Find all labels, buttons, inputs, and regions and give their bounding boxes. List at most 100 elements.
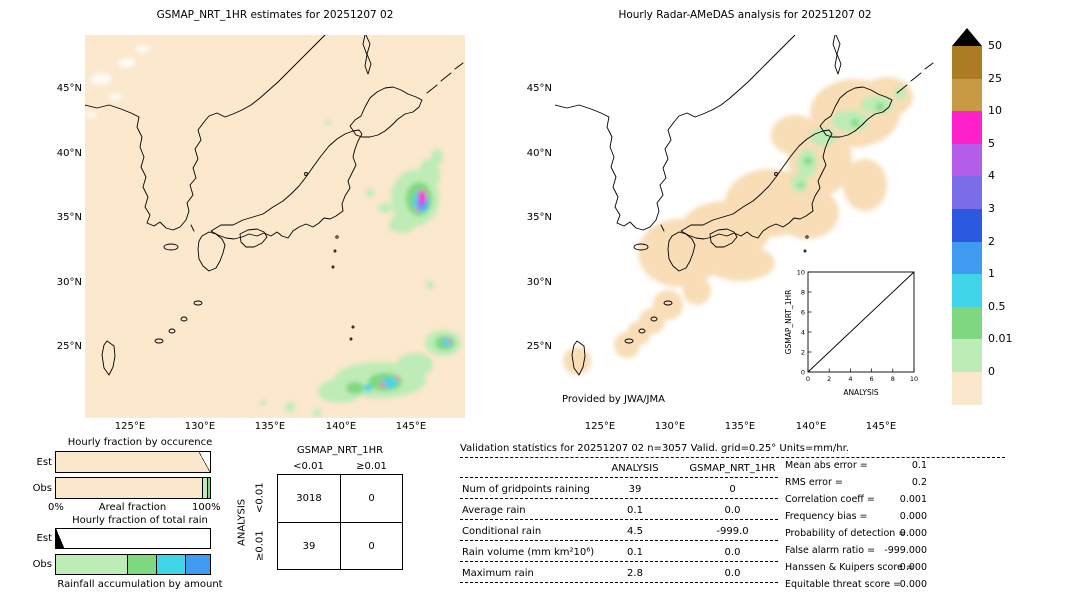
score-value: 0.000	[899, 511, 927, 522]
contingency-col-label-lt: <0.01	[293, 461, 324, 472]
score-value: 0.000	[899, 562, 927, 573]
totalrain-chart-footer: Rainfall accumulation by amount	[57, 579, 223, 590]
contingency-grid: 3018 0 39 0	[277, 474, 403, 570]
score-label: Correlation coeff =	[785, 494, 875, 505]
lon-tick-label: 125°E	[584, 421, 616, 432]
validation-analysis-value: 0.1	[627, 547, 643, 558]
score-label: Frequency bias =	[785, 511, 868, 522]
validation-title: Validation statistics for 20251207 02 n=…	[460, 443, 849, 454]
inset-diagonal-line	[807, 271, 915, 373]
right-map: 00 2 2 4 4 6 6 8 8 10 10 ANALYSIS GSMAP_NRT_1HR	[555, 35, 935, 418]
bar-segment	[56, 529, 64, 548]
validation-analysis-value: 0.1	[627, 505, 643, 516]
validation-row-label: Conditional rain	[462, 526, 542, 537]
inset-x-tick-label: 4	[848, 375, 852, 383]
bar-segment	[185, 555, 210, 574]
inset-y-tick-label: 4	[801, 329, 805, 337]
inset-y-tick-label: 6	[801, 309, 805, 317]
contingency-col-label-ge: ≥0.01	[356, 461, 387, 472]
inset-y-tick-label: 10	[797, 269, 805, 277]
lon-tick-label: 130°E	[654, 421, 686, 432]
totalrain-obs-label: Obs	[32, 559, 52, 570]
colorbar-tick-label: 3	[988, 202, 995, 215]
validation-analysis-value: 2.8	[627, 568, 643, 579]
colorbar-overflow-triangle	[952, 28, 982, 46]
colorbar-segment	[952, 274, 982, 307]
divider	[460, 582, 778, 583]
colorbar-tick-label: 0.01	[988, 332, 1013, 346]
occurrence-axis-label: Areal fraction	[98, 502, 167, 513]
bar-segment	[56, 478, 203, 498]
right-map-title: Hourly Radar-AMeDAS analysis for 2025120…	[618, 9, 872, 21]
totalrain-chart-title: Hourly fraction of total rain	[72, 515, 208, 526]
score-value: 0.000	[899, 579, 927, 590]
score-label: Hanssen & Kuipers score =	[785, 562, 914, 573]
lon-tick-label: 130°E	[184, 421, 216, 432]
colorbar-labels: 50 25 10 5 4 3 2 1 0.5 0.01 0	[988, 39, 1028, 386]
totalrain-obs-bar	[55, 554, 211, 575]
score-line: Frequency bias = 0.000	[785, 511, 927, 524]
contingency-table: GSMAP_NRT_1HR <0.01 ≥0.01 ANALYSIS <0.01…	[235, 443, 405, 578]
totalrain-est-label: Est	[36, 533, 52, 544]
occurrence-est-bar	[55, 451, 211, 473]
lon-tick-label: 140°E	[325, 421, 357, 432]
lat-tick-label: 35°N	[526, 212, 552, 223]
inset-x-tick-label: 2	[827, 375, 831, 383]
bar-segment	[199, 452, 210, 472]
colorbar-tick-label: 25	[988, 71, 1002, 85]
colorbar-tick-label: 0	[988, 365, 995, 378]
score-value: 0.2	[911, 477, 927, 488]
validation-col-header-gsmap: GSMAP_NRT_1HR	[689, 463, 776, 474]
score-value: 0.1	[911, 460, 927, 471]
validation-row: Num of gridpoints raining 39 0	[460, 484, 790, 498]
divider	[460, 498, 778, 499]
lat-tick-label: 40°N	[56, 148, 82, 159]
validation-row: Rain volume (mm km²10⁶) 0.1 0.0	[460, 547, 790, 561]
lat-tick-label: 45°N	[526, 83, 552, 94]
bar-segment	[56, 452, 200, 472]
colorbar-tick-label: 0.5	[988, 299, 1006, 313]
validation-gsmap-value: -999.0	[716, 526, 749, 537]
inset-x-tick-label: 10	[910, 375, 918, 383]
contingency-cell: 0	[340, 475, 402, 522]
colorbar-tick-label: 4	[988, 169, 995, 183]
divider	[460, 561, 778, 562]
bar-segment	[206, 478, 210, 498]
occurrence-est-label: Est	[36, 457, 52, 468]
occurrence-chart-title: Hourly fraction by occurence	[67, 437, 213, 448]
validation-gsmap-value: 0.0	[724, 505, 741, 516]
contingency-row-label-lt: <0.01	[254, 482, 266, 514]
score-label: RMS error =	[785, 477, 843, 488]
colorbar	[952, 28, 982, 405]
lon-tick-label: 135°E	[724, 421, 756, 432]
divider	[460, 540, 778, 541]
lat-tick-label: 40°N	[526, 148, 552, 159]
validation-gsmap-value: 0.0	[724, 568, 741, 579]
inset-x-tick-label: 8	[891, 375, 895, 383]
contingency-cell: 0	[340, 522, 402, 569]
occurrence-axis-max: 100%	[192, 502, 221, 513]
validation-analysis-value: 4.5	[627, 526, 643, 537]
lat-tick-label: 45°N	[56, 83, 82, 94]
colorbar-tick-label: 1	[988, 267, 995, 281]
contingency-row-label-ge: ≥0.01	[254, 530, 266, 562]
lat-tick-label: 30°N	[56, 277, 82, 288]
colorbar-tick-label: 2	[988, 234, 995, 248]
validation-gsmap-value: 0.0	[724, 547, 741, 558]
colorbar-segment	[952, 111, 982, 144]
contingency-cell: 3018	[296, 493, 322, 504]
occurrence-obs-bar	[55, 477, 211, 499]
inset-y-tick-label: 0	[801, 369, 805, 377]
inset-tick-labels: 00 2 2 4 4 6 6 8 8 10 10	[797, 269, 918, 384]
colorbar-segment	[952, 208, 982, 242]
divider	[460, 457, 1005, 458]
validation-rows: Num of gridpoints raining 39 0 Average rain…	[460, 443, 1020, 608]
right-map-precip-layer	[791, 87, 906, 192]
lon-tick-label: 145°E	[395, 421, 427, 432]
colorbar-tick-label: 5	[988, 136, 995, 150]
inset-y-tick-label: 2	[801, 349, 805, 357]
score-line: Probability of detection = 0.000	[785, 528, 927, 541]
colorbar-tick-label: 50	[988, 39, 1002, 52]
contingency-row-header: ANALYSIS	[236, 498, 248, 546]
colorbar-segment	[952, 46, 982, 79]
